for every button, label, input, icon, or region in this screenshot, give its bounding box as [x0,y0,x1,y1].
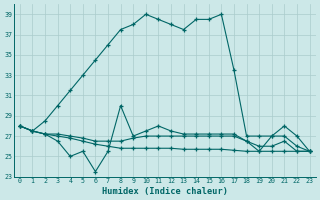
X-axis label: Humidex (Indice chaleur): Humidex (Indice chaleur) [102,187,228,196]
